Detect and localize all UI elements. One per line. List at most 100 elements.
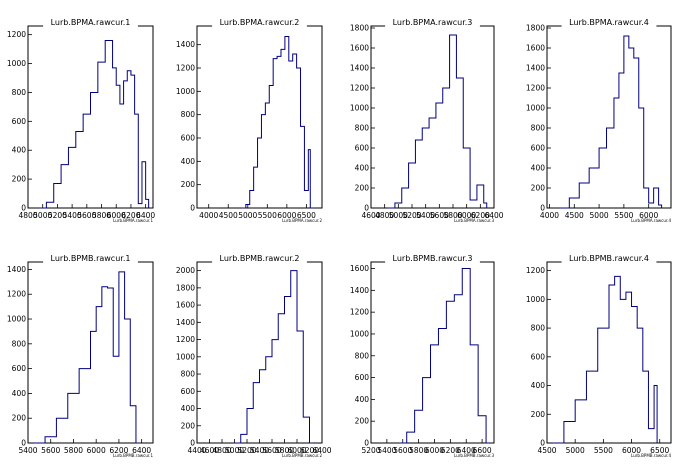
x-tick-label: 5400	[18, 446, 37, 455]
y-tick-label: 800	[181, 110, 196, 119]
y-tick-label: 1000	[176, 87, 195, 96]
x-tick-label: 5400	[63, 211, 82, 220]
x-tick-label: 5000	[389, 211, 408, 220]
histogram-series	[552, 275, 658, 444]
plot-frame	[546, 25, 672, 209]
y-tick-label: 1000	[526, 104, 545, 113]
y-tick-label: 1000	[7, 315, 26, 324]
x-tick-label: 6000	[457, 211, 476, 220]
plot-frame	[196, 25, 323, 209]
x-tick-label: 6400	[136, 211, 155, 220]
y-tick-label: 0	[21, 439, 26, 448]
x-tick-label: 5500	[614, 211, 633, 220]
y-tick-label: 400	[12, 389, 27, 398]
y-tick-label: 1000	[7, 59, 26, 68]
x-tick-label: 6000	[425, 446, 444, 455]
y-tick-label: 600	[12, 117, 27, 126]
x-tick-label: 4400	[187, 446, 206, 455]
x-tick-label: 4500	[537, 446, 556, 455]
x-axis-label: Lurb.BPMA.rawcur.4	[631, 218, 671, 223]
x-axis-label: Lurb.BPMB.rawcur.2	[282, 453, 322, 458]
x-tick-label: 4800	[375, 211, 394, 220]
y-tick-label: 1200	[526, 84, 545, 93]
x-tick-label: 4000	[199, 211, 218, 220]
x-tick-label: 6400	[457, 446, 476, 455]
x-tick-label: 5800	[64, 446, 83, 455]
x-tick-label: 5800	[409, 446, 428, 455]
y-tick-label: 200	[531, 184, 546, 193]
x-tick-label: 6200	[109, 446, 128, 455]
y-tick-label: 0	[190, 439, 195, 448]
y-tick-label: 1000	[350, 329, 369, 338]
x-tick-label: 6400	[484, 211, 503, 220]
x-tick-label: 5600	[262, 446, 281, 455]
x-tick-label: 4600	[361, 211, 380, 220]
y-tick-label: 0	[540, 204, 545, 213]
chart-title: Lurb.BPMB.rawcur.3	[393, 254, 473, 263]
chart-title: Lurb.BPMA.rawcur.1	[51, 18, 131, 27]
x-tick-label: 5800	[275, 446, 294, 455]
x-tick-label: 5400	[250, 446, 269, 455]
y-tick-label: 1600	[350, 44, 369, 53]
plot-frame	[370, 261, 495, 444]
y-tick-label: 400	[355, 395, 370, 404]
y-tick-label: 1400	[176, 40, 195, 49]
y-tick-label: 1200	[176, 335, 195, 344]
x-tick-label: 4600	[200, 446, 219, 455]
histogram-series	[241, 36, 314, 209]
y-tick-label: 200	[12, 175, 27, 184]
y-tick-label: 1400	[176, 318, 195, 327]
x-axis-label: Lurb.BPMA.rawcur.1	[113, 218, 153, 223]
y-tick-label: 400	[355, 164, 370, 173]
y-tick-label: 1200	[526, 266, 545, 275]
y-tick-label: 600	[181, 387, 196, 396]
x-tick-label: 6000	[107, 211, 126, 220]
y-tick-label: 400	[531, 164, 546, 173]
y-tick-label: 400	[12, 146, 27, 155]
x-tick-label: 5000	[225, 446, 244, 455]
x-axis-label: Lurb.BPMA.rawcur.3	[454, 218, 494, 223]
x-axis-label: Lurb.BPMB.rawcur.1	[113, 453, 153, 458]
x-tick-label: 5600	[41, 446, 60, 455]
y-tick-label: 800	[531, 324, 546, 333]
chart-title: Lurb.BPMB.rawcur.4	[569, 254, 649, 263]
histogram-series	[388, 34, 488, 209]
chart-title: Lurb.BPMA.rawcur.2	[220, 18, 300, 27]
y-tick-label: 200	[531, 410, 546, 419]
x-tick-label: 6000	[287, 446, 306, 455]
chart-title: Lurb.BPMB.rawcur.2	[220, 254, 300, 263]
x-tick-label: 5200	[237, 446, 256, 455]
x-axis-label: Lurb.BPMB.rawcur.4	[631, 453, 671, 458]
x-tick-label: 6600	[473, 446, 492, 455]
y-tick-label: 400	[181, 404, 196, 413]
y-tick-label: 600	[355, 373, 370, 382]
x-tick-label: 6500	[297, 211, 316, 220]
chart-title: Lurb.BPMA.rawcur.4	[569, 18, 649, 27]
y-tick-label: 1000	[526, 295, 545, 304]
y-tick-label: 1200	[7, 30, 26, 39]
title-box	[212, 252, 307, 264]
chart-title: Lurb.BPMB.rawcur.1	[51, 254, 131, 263]
y-tick-label: 1400	[7, 265, 26, 274]
y-tick-label: 200	[12, 414, 27, 423]
y-tick-label: 1800	[526, 24, 545, 33]
y-tick-label: 200	[181, 180, 196, 189]
y-tick-label: 0	[364, 204, 369, 213]
y-tick-label: 0	[364, 439, 369, 448]
x-axis-label: Lurb.BPMA.rawcur.2	[282, 218, 322, 223]
y-tick-label: 2000	[176, 266, 195, 275]
y-tick-label: 1200	[350, 308, 369, 317]
histogram-series	[39, 39, 150, 209]
x-axis-label: Lurb.BPMB.rawcur.3	[454, 453, 494, 458]
y-tick-label: 0	[190, 204, 195, 213]
x-tick-label: 5200	[48, 211, 67, 220]
x-tick-label: 4000	[540, 211, 559, 220]
y-tick-label: 600	[355, 144, 370, 153]
plot-frame	[370, 25, 495, 209]
histogram-series	[398, 268, 490, 444]
x-tick-label: 6000	[277, 211, 296, 220]
y-tick-label: 600	[12, 364, 27, 373]
x-tick-label: 4800	[212, 446, 231, 455]
x-tick-label: 5800	[92, 211, 111, 220]
